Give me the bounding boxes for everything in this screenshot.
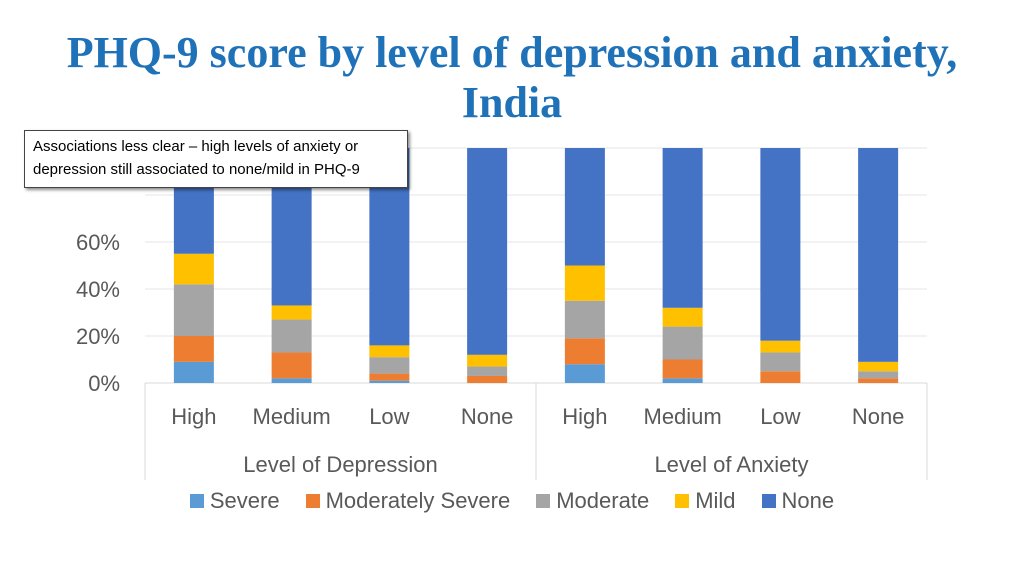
bar-segment-none: [760, 148, 801, 341]
bar-segment-mild: [858, 361, 899, 372]
legend-swatch: [761, 494, 776, 508]
bar-segment-moderate: [467, 366, 508, 376]
bar-segment-moderate: [564, 300, 605, 339]
x-tick-label: None: [461, 404, 514, 429]
bar-segment-moderately-severe: [173, 336, 214, 362]
bar-segment-mild: [173, 253, 214, 285]
bar-segment-moderately-severe: [564, 338, 605, 365]
bar-segment-mild: [467, 354, 508, 367]
y-tick-label: 0%: [88, 371, 120, 396]
group-label: Level of Anxiety: [654, 452, 808, 477]
bar-segment-mild: [369, 345, 410, 358]
group-label: Level of Depression: [243, 452, 437, 477]
bar-segment-moderately-severe: [858, 378, 899, 383]
bar-segment-mild: [760, 340, 801, 353]
y-tick-label: 60%: [76, 230, 120, 255]
bar-segment-moderately-severe: [760, 371, 801, 383]
chart-title-line-2: India: [461, 78, 563, 127]
legend-item: Moderately Severe: [305, 488, 511, 514]
legend-label: Severe: [209, 488, 280, 513]
legend-item: None: [761, 488, 835, 514]
x-tick-label: High: [562, 404, 607, 429]
bar-segment-severe: [564, 364, 605, 383]
legend-item: Moderate: [536, 488, 649, 514]
x-tick-label: Low: [369, 404, 409, 429]
legend-swatch: [536, 494, 551, 508]
legend-label: Mild: [695, 488, 736, 513]
bar-segment-moderate: [271, 319, 312, 353]
x-tick-label: Medium: [253, 404, 331, 429]
x-tick-label: Medium: [644, 404, 722, 429]
bar-segment-moderate: [173, 284, 214, 336]
y-tick-label: 20%: [76, 324, 120, 349]
bar-segment-severe: [662, 378, 703, 383]
bar-segment-mild: [564, 265, 605, 301]
bar-segment-moderate: [858, 371, 899, 379]
bar-segment-moderately-severe: [662, 359, 703, 379]
x-tick-label: None: [852, 404, 905, 429]
bar-segment-none: [858, 148, 899, 362]
legend-swatch: [189, 494, 204, 508]
bar-segment-moderately-severe: [369, 373, 410, 381]
chart-legend: Severe Moderately Severe Moderate Mild None: [0, 488, 1024, 514]
chart-title-line-1: PHQ-9 score by level of depression and a…: [66, 28, 958, 77]
bar-segment-severe: [271, 378, 312, 383]
legend-swatch: [675, 494, 690, 508]
bar-segment-moderate: [662, 326, 703, 360]
chart-title: PHQ-9 score by level of depression and a…: [0, 28, 1024, 128]
y-tick-label: 40%: [76, 277, 120, 302]
legend-item: Severe: [189, 488, 280, 514]
bar-segment-moderately-severe: [467, 375, 508, 383]
bar-segment-none: [662, 148, 703, 308]
legend-swatch: [305, 494, 320, 508]
annotation-box: Associations less clear – high levels of…: [24, 130, 408, 188]
bar-segment-none: [467, 148, 508, 355]
legend-item: Mild: [675, 488, 736, 514]
bar-segment-mild: [662, 307, 703, 327]
legend-label: None: [781, 488, 835, 513]
bar-segment-moderate: [760, 352, 801, 372]
bar-segment-mild: [271, 305, 312, 320]
bar-segment-moderate: [369, 357, 410, 374]
bar-segment-moderately-severe: [271, 352, 312, 379]
bar-segment-severe: [173, 361, 214, 383]
bar-segment-none: [564, 148, 605, 266]
x-tick-label: High: [171, 404, 216, 429]
x-tick-label: Low: [760, 404, 800, 429]
legend-label: Moderate: [556, 488, 650, 513]
legend-label: Moderately Severe: [325, 488, 511, 513]
bar-segment-severe: [369, 380, 410, 383]
